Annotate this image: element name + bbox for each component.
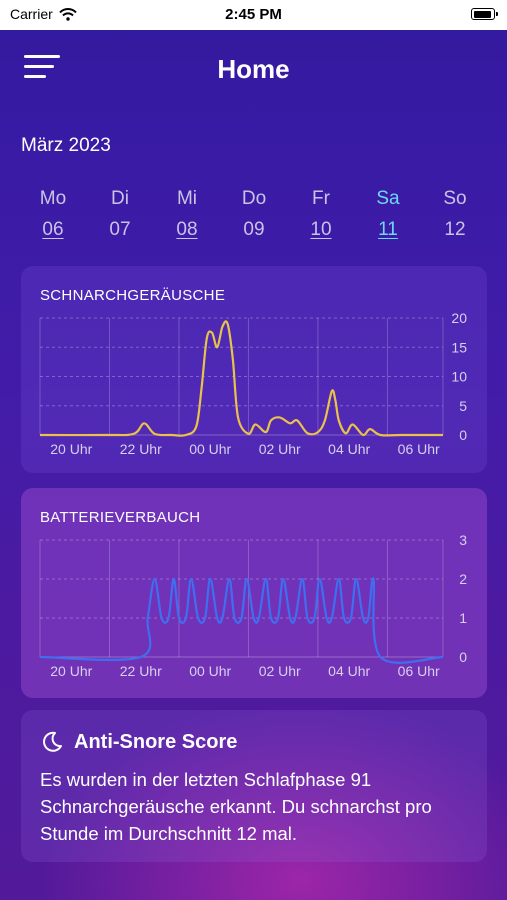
day-do[interactable]: Do 09	[222, 188, 286, 241]
menu-icon-line	[24, 55, 60, 58]
battery-x-tick-label: 04 Uhr	[328, 663, 370, 679]
day-date: 10	[310, 219, 332, 240]
day-date: 11	[378, 219, 398, 240]
battery-x-tick-label: 20 Uhr	[50, 663, 92, 679]
day-name: Fr	[312, 188, 330, 209]
snore-chart-title: SCHNARCHGERÄUSCHE	[40, 287, 226, 304]
day-fr[interactable]: Fr 10	[289, 188, 353, 241]
snore-x-tick-label: 06 Uhr	[398, 441, 440, 457]
battery-chart-card: BATTERIEVERBAUCH 0 1 2 3 20 Uhr 22 Uhr 00 Uhr 0…	[21, 488, 487, 698]
snore-y-tick-label: 20	[451, 310, 467, 326]
status-time: 2:45 PM	[225, 6, 282, 23]
snore-x-tick-label: 02 Uhr	[259, 441, 301, 457]
snore-x-tick-label: 04 Uhr	[328, 441, 370, 457]
month-label: März 2023	[21, 135, 111, 156]
day-date: 09	[243, 219, 265, 240]
battery-x-tick-label: 02 Uhr	[259, 663, 301, 679]
score-description: Es wurden in der letzten Schlafphase 91 …	[40, 769, 432, 844]
status-bar: Carrier 2:45 PM	[0, 0, 507, 30]
day-sa[interactable]: Sa 11	[356, 188, 420, 241]
battery-y-tick-label: 0	[459, 649, 467, 665]
day-date: 08	[176, 219, 198, 240]
menu-button[interactable]	[24, 55, 60, 81]
day-date: 06	[42, 219, 64, 240]
day-mo[interactable]: Mo 06	[21, 188, 85, 241]
battery-chart-title: BATTERIEVERBAUCH	[40, 509, 201, 526]
day-date: 12	[444, 219, 466, 240]
day-name: Do	[241, 188, 267, 209]
snore-series-line	[39, 320, 443, 437]
battery-chart: 0 1 2 3 20 Uhr 22 Uhr 00 Uhr 02 Uhr 04 Uhr 06 Uhr	[39, 532, 467, 679]
menu-icon-line	[24, 75, 46, 78]
snore-y-tick-label: 15	[451, 339, 467, 355]
day-name: Mi	[176, 188, 198, 209]
snore-y-tick-label: 5	[459, 398, 467, 414]
snore-x-tick-label: 20 Uhr	[50, 441, 92, 457]
day-name: Di	[111, 188, 129, 209]
snore-y-tick-label: 0	[459, 427, 467, 443]
score-title: Anti-Snore Score	[74, 730, 238, 753]
day-mi[interactable]: Mi 08	[155, 188, 219, 241]
snore-chart: 0 5 10 15 20 20 Uhr 22 Uhr 00 Uhr 02 Uhr 04 Uhr 06…	[39, 310, 467, 457]
snore-x-tick-label: 00 Uhr	[189, 441, 231, 457]
snore-chart-card: SCHNARCHGERÄUSCHE 0 5 10 15 20 20 Uhr 22 Uhr 00…	[21, 266, 487, 473]
nav-bar: Home	[0, 30, 507, 110]
score-header: Anti-Snore Score	[40, 730, 237, 754]
day-so[interactable]: So 12	[423, 188, 487, 241]
battery-icon	[471, 8, 498, 20]
moon-icon	[43, 731, 62, 752]
day-name: So	[443, 188, 467, 209]
snore-y-tick-label: 10	[451, 369, 467, 385]
battery-x-tick-label: 22 Uhr	[120, 663, 162, 679]
carrier-label: Carrier	[10, 6, 53, 22]
day-date: 07	[109, 219, 131, 240]
battery-y-tick-label: 1	[459, 610, 467, 626]
battery-x-tick-label: 06 Uhr	[398, 663, 440, 679]
anti-snore-score-card: Anti-Snore Score Es wurden in der letzte…	[21, 710, 487, 862]
day-name: Sa	[376, 188, 400, 209]
snore-x-tick-label: 22 Uhr	[120, 441, 162, 457]
day-di[interactable]: Di 07	[88, 188, 152, 241]
battery-y-tick-label: 3	[459, 532, 467, 548]
menu-icon-line	[24, 65, 54, 68]
status-carrier-group: Carrier	[10, 6, 77, 22]
battery-y-tick-label: 2	[459, 571, 467, 587]
week-day-selector: Mo 06 Di 07 Mi 08 Do 09 Fr 10 Sa 11 So 12	[21, 188, 487, 241]
wifi-icon	[59, 7, 77, 21]
battery-series-line	[39, 577, 444, 664]
day-name: Mo	[39, 188, 67, 209]
battery-x-tick-label: 00 Uhr	[189, 663, 231, 679]
page-title: Home	[217, 54, 290, 84]
